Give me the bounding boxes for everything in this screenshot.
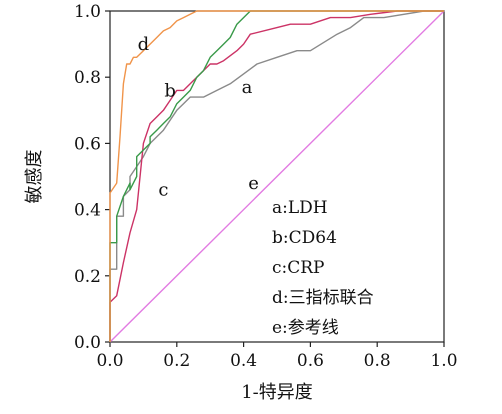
- y-tick-label: 1.0: [74, 2, 101, 22]
- y-tick-label: 0.6: [74, 134, 101, 154]
- curve-label-d: d: [138, 34, 150, 55]
- y-tick-label: 0.2: [74, 267, 101, 287]
- legend-entry: d:三指标联合: [272, 288, 374, 308]
- curve-label-a: a: [242, 77, 253, 98]
- x-tick-label: 0.2: [163, 351, 190, 371]
- x-tick-label: 0.4: [230, 351, 257, 371]
- series-lines: [109, 10, 445, 343]
- x-tick-label: 0.8: [364, 351, 391, 371]
- y-tick-label: 0.8: [74, 68, 101, 88]
- x-tick-label: 0.6: [297, 351, 324, 371]
- legend-entry: e:参考线: [272, 318, 339, 338]
- legend-entry: c:CRP: [272, 258, 325, 278]
- legend: a:LDH b:CD64 c:CRP d:三指标联合 e:参考线: [272, 198, 374, 338]
- y-axis-title: 敏感度: [24, 150, 45, 204]
- y-tick-label: 0.4: [74, 201, 101, 221]
- x-axis-title: 1-特异度: [241, 382, 313, 403]
- legend-entry: b:CD64: [272, 228, 337, 248]
- series-line-d: [109, 10, 444, 342]
- x-tick-label: 0.0: [96, 351, 123, 371]
- x-tick-label: 1.0: [430, 351, 457, 371]
- curve-label-e: e: [248, 173, 259, 194]
- series-line-c: [109, 10, 444, 342]
- curve-label-b: b: [164, 80, 176, 101]
- legend-entry: a:LDH: [272, 198, 328, 218]
- curve-label-c: c: [158, 180, 168, 201]
- tick-labels: 0.0 0.2 0.4 0.6 0.8 1.0 0.0 0.2 0.4 0.6 0.8 1.0: [74, 2, 458, 371]
- y-tick-label: 0.0: [74, 333, 101, 353]
- series-line-e: [109, 10, 445, 343]
- curve-labels: a b c d e: [138, 34, 259, 201]
